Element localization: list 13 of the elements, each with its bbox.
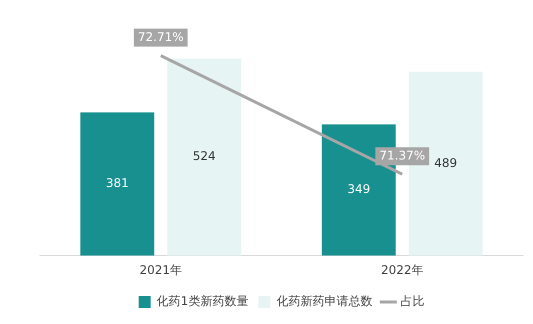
legend-label: 化药新药申请总数 <box>276 294 372 308</box>
data-label: 71.37% <box>379 148 426 162</box>
data-label: 489 <box>434 156 458 170</box>
data-label: 381 <box>106 176 129 190</box>
x-tick-label: 2021年 <box>139 262 182 277</box>
data-label: 349 <box>347 182 370 196</box>
bar <box>80 112 154 256</box>
bar <box>167 58 242 256</box>
data-label: 524 <box>192 149 216 164</box>
data-label: 72.71% <box>138 30 184 44</box>
x-tick-label: 2022年 <box>380 262 424 277</box>
legend-label: 占比 <box>400 294 424 308</box>
legend-label: 化药1类新药数量 <box>156 294 248 308</box>
